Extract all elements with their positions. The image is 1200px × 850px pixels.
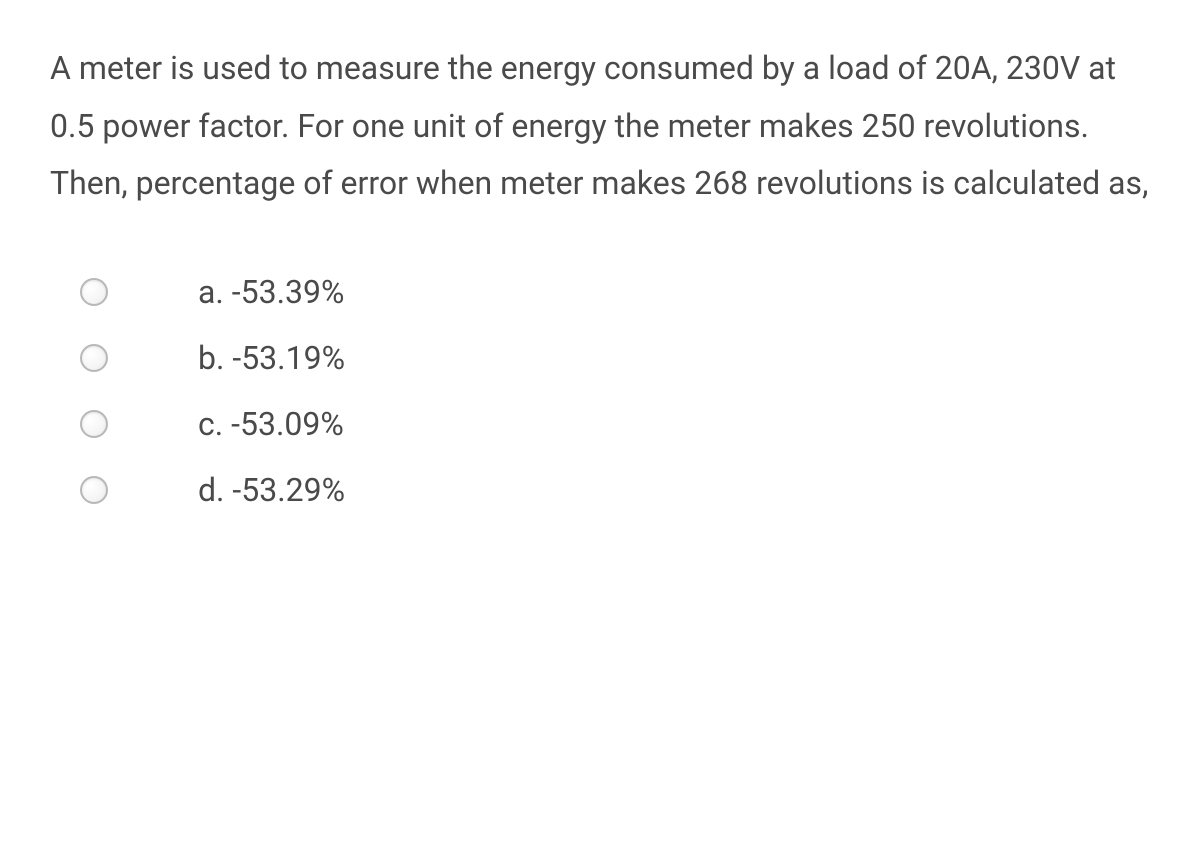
option-row[interactable]: a. -53.39% [80,273,1150,311]
option-label-d: d. -53.29% [198,471,345,509]
radio-button-c[interactable] [80,410,108,438]
option-label-a: a. -53.39% [198,273,344,311]
option-row[interactable]: d. -53.29% [80,471,1150,509]
question-text: A meter is used to measure the energy co… [50,40,1150,213]
option-row[interactable]: c. -53.09% [80,405,1150,443]
option-label-b: b. -53.19% [198,339,345,377]
radio-button-b[interactable] [80,344,108,372]
options-container: a. -53.39% b. -53.19% c. -53.09% d. -53.… [50,273,1150,509]
option-row[interactable]: b. -53.19% [80,339,1150,377]
option-label-c: c. -53.09% [198,405,344,443]
radio-button-d[interactable] [80,476,108,504]
radio-button-a[interactable] [80,278,108,306]
